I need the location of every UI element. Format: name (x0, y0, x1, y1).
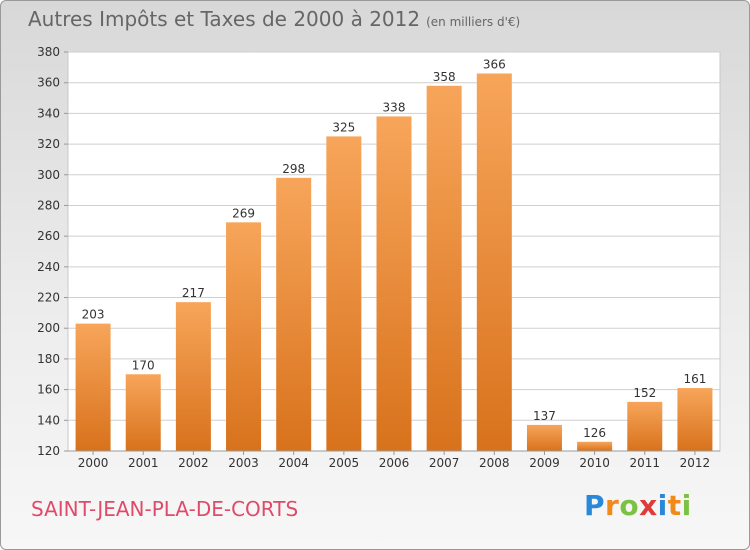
unit-label: (en milliers d'€) (426, 15, 521, 29)
y-tick-label: 120 (37, 444, 60, 458)
bar-value-label: 338 (383, 100, 406, 114)
title-text: Autres Impôts et Taxes de 2000 à 2012 (28, 7, 421, 31)
y-tick-label: 140 (37, 413, 60, 427)
y-tick-label: 340 (37, 106, 60, 120)
bar (376, 116, 412, 451)
bar (75, 323, 111, 451)
x-tick-label: 2007 (429, 456, 460, 470)
place-name: SAINT-JEAN-PLA-DE-CORTS (31, 497, 299, 521)
logo-letter: i (681, 489, 692, 522)
y-tick-label: 240 (37, 260, 60, 274)
x-tick-label: 2012 (680, 456, 711, 470)
y-tick-label: 300 (37, 168, 60, 182)
x-tick-label: 2006 (379, 456, 410, 470)
x-tick-label: 2011 (629, 456, 660, 470)
bar (627, 401, 663, 451)
bar (125, 374, 161, 451)
y-tick-label: 160 (37, 383, 60, 397)
logo-letter: t (667, 489, 682, 522)
logo-letter: r (605, 489, 620, 522)
bar (677, 388, 713, 451)
x-tick-label: 2003 (228, 456, 259, 470)
y-tick-label: 200 (37, 321, 60, 335)
y-tick-label: 380 (37, 45, 60, 59)
y-tick-label: 280 (37, 198, 60, 212)
bar (226, 222, 262, 451)
logo-letter: o (619, 489, 640, 522)
y-tick-label: 360 (37, 76, 60, 90)
y-tick-label: 260 (37, 229, 60, 243)
bar-value-label: 325 (332, 120, 355, 134)
bar-value-label: 137 (533, 409, 556, 423)
bar-value-label: 298 (282, 162, 305, 176)
x-tick-label: 2001 (128, 456, 159, 470)
bar (326, 136, 362, 451)
bar-value-label: 152 (633, 386, 656, 400)
x-tick-label: 2002 (178, 456, 209, 470)
bar (175, 302, 211, 451)
bar-value-label: 161 (683, 372, 706, 386)
proxiti-logo[interactable]: Proxiti (584, 489, 692, 522)
bar (476, 73, 512, 451)
bar (276, 177, 312, 452)
bar (577, 441, 613, 451)
bar-value-label: 217 (182, 286, 205, 300)
bar-value-label: 269 (232, 206, 255, 220)
logo-letter: i (657, 489, 668, 522)
bar-value-label: 203 (82, 308, 105, 322)
x-tick-label: 2000 (78, 456, 109, 470)
chart-title: Autres Impôts et Taxes de 2000 à 2012 (en… (28, 7, 520, 31)
bar-value-label: 366 (483, 57, 506, 71)
x-tick-label: 2009 (529, 456, 560, 470)
x-tick-label: 2010 (579, 456, 610, 470)
y-tick-label: 220 (37, 291, 60, 305)
bar-value-label: 170 (132, 358, 155, 372)
x-tick-label: 2004 (278, 456, 309, 470)
logo-letter: x (639, 489, 658, 522)
logo-letter: P (584, 489, 606, 522)
x-tick-label: 2008 (479, 456, 510, 470)
y-tick-label: 320 (37, 137, 60, 151)
bar (526, 424, 562, 451)
y-tick-label: 180 (37, 352, 60, 366)
x-tick-label: 2005 (329, 456, 360, 470)
bar-value-label: 126 (583, 426, 606, 440)
bar (426, 85, 462, 451)
bar-value-label: 358 (433, 70, 456, 84)
